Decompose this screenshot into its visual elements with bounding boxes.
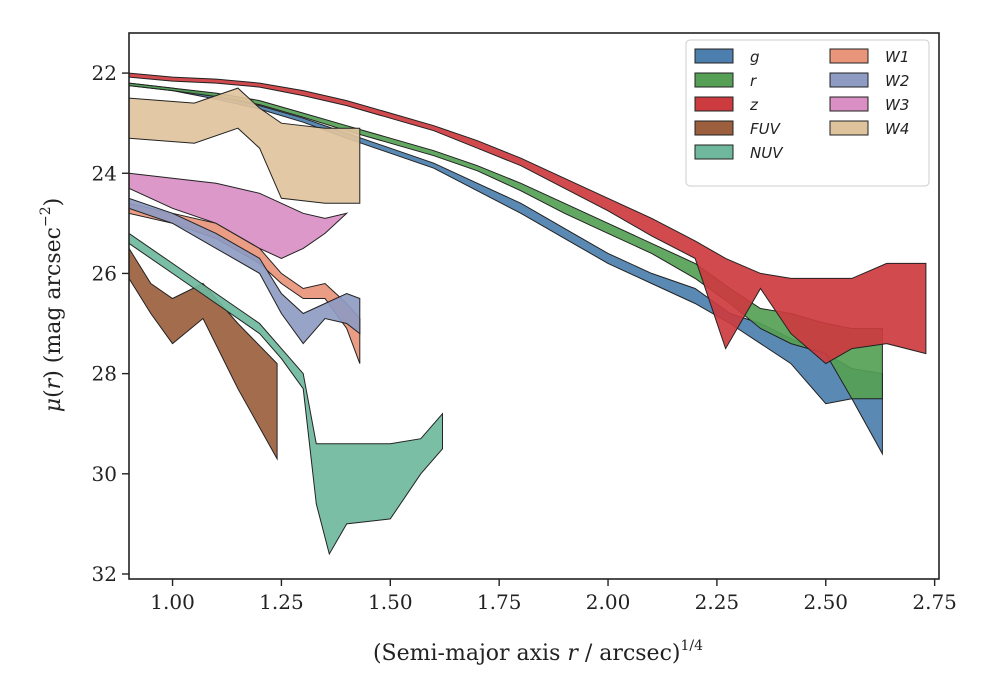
x-tick-label: 1.00 xyxy=(150,590,195,614)
legend-swatch xyxy=(829,48,869,64)
x-tick-label: 2.50 xyxy=(804,590,849,614)
legend-label: NUV xyxy=(750,144,784,162)
legend-item-nuv: NUV xyxy=(694,144,784,162)
x-tick-label: 1.50 xyxy=(368,590,413,614)
legend-swatch xyxy=(694,48,734,64)
legend: grz FUV NUV W1 W2 W3 W4 xyxy=(685,39,930,187)
legend-label: r xyxy=(750,72,757,90)
band-r xyxy=(129,82,883,400)
x-tick-label: 1.25 xyxy=(259,590,304,614)
band-g xyxy=(129,82,883,456)
x-axis: 1.00 1.25 1.50 1.75 2.00 2.25 2.50 2.75 xyxy=(150,579,957,614)
band-z xyxy=(129,72,927,365)
legend-label: z xyxy=(749,96,759,114)
y-tick-label: 32 xyxy=(92,562,117,586)
x-tick-label: 2.75 xyxy=(912,590,957,614)
legend-item-w3: W3 xyxy=(829,96,909,114)
legend-item-w1: W1 xyxy=(829,48,909,66)
legend-swatch xyxy=(829,120,869,136)
y-tick-label: 28 xyxy=(92,362,117,386)
plot-frame xyxy=(128,32,940,580)
legend-item-w4: W4 xyxy=(829,120,909,138)
legend-swatch xyxy=(694,72,734,88)
band-w2 xyxy=(129,197,361,345)
y-tick-label: 30 xyxy=(92,462,117,486)
legend-label: g xyxy=(750,48,760,66)
y-tick-label: 24 xyxy=(92,161,117,185)
band-fuv xyxy=(129,247,278,461)
band-w4 xyxy=(129,87,361,204)
legend-label: W2 xyxy=(885,72,909,90)
bands-layer xyxy=(129,72,927,556)
y-axis-label: μ(r) (mag arcsec−2) xyxy=(38,198,66,412)
legend-swatch xyxy=(694,144,734,160)
x-tick-label: 2.25 xyxy=(695,590,740,614)
legend-label: W1 xyxy=(885,48,909,66)
legend-swatch xyxy=(694,96,734,112)
x-tick-label: 2.00 xyxy=(586,590,631,614)
legend-label: FUV xyxy=(750,120,782,138)
legend-item-r: r xyxy=(694,72,757,90)
legend-item-w2: W2 xyxy=(829,72,909,90)
band-nuv xyxy=(129,232,443,556)
legend-item-z: z xyxy=(694,96,759,114)
y-tick-label: 26 xyxy=(92,261,117,285)
x-axis-label: (Semi-major axis r / arcsec)1/4 xyxy=(373,638,703,666)
legend-item-g: g xyxy=(694,48,760,66)
x-tick-label: 1.75 xyxy=(477,590,522,614)
band-w3 xyxy=(129,172,349,259)
legend-swatch xyxy=(694,120,734,136)
legend-label: W4 xyxy=(885,120,909,138)
legend-swatch xyxy=(829,72,869,88)
legend-swatch xyxy=(829,96,869,112)
y-tick-label: 22 xyxy=(92,61,117,85)
y-axis: 22 24 26 28 30 32 xyxy=(92,61,129,586)
legend-item-fuv: FUV xyxy=(694,120,782,138)
legend-label: W3 xyxy=(885,96,909,114)
